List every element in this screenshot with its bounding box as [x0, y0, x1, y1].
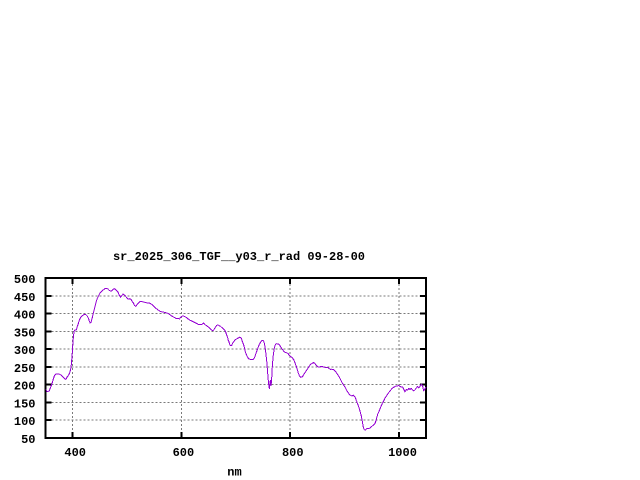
svg-text:300: 300	[14, 344, 36, 358]
svg-text:400: 400	[14, 309, 36, 323]
svg-text:nm: nm	[227, 466, 241, 480]
svg-text:350: 350	[14, 326, 36, 340]
svg-text:200: 200	[14, 380, 36, 394]
svg-text:50: 50	[21, 433, 35, 447]
svg-text:250: 250	[14, 362, 36, 376]
svg-text:sr_2025_306_TGF__y03_r_rad 09-: sr_2025_306_TGF__y03_r_rad 09-28-00	[113, 250, 365, 264]
svg-text:400: 400	[64, 446, 86, 460]
svg-text:450: 450	[14, 291, 36, 305]
svg-text:800: 800	[282, 446, 304, 460]
svg-text:500: 500	[14, 273, 36, 287]
svg-text:600: 600	[173, 446, 195, 460]
svg-text:1000: 1000	[388, 446, 417, 460]
svg-text:150: 150	[14, 397, 36, 411]
svg-text:100: 100	[14, 415, 36, 429]
